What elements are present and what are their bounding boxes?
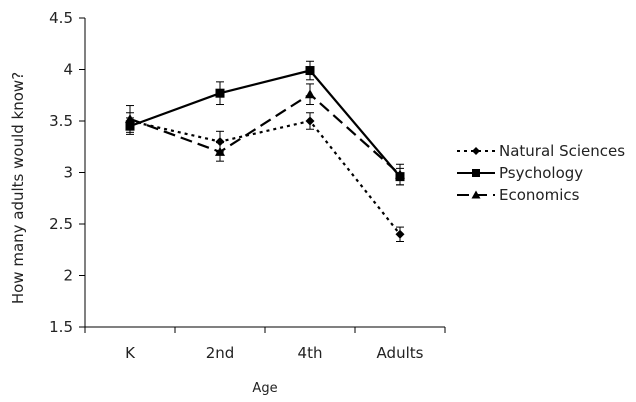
- legend-marker: [471, 190, 481, 199]
- legend-label: Psychology: [499, 164, 583, 182]
- y-tick-label: 4.5: [49, 9, 73, 27]
- legend-item: Natural Sciences: [457, 142, 625, 160]
- x-tick-label: 2nd: [206, 344, 235, 362]
- y-tick-label: 2: [63, 267, 73, 285]
- y-tick-label: 2.5: [49, 215, 73, 233]
- series-layer: [125, 60, 405, 243]
- y-tick-label: 4: [63, 61, 73, 79]
- y-tick-label: 1.5: [49, 318, 73, 336]
- axes: 1.5 2 2.5 3 3.5 4 4.5 K 2nd 4th Adults: [49, 9, 446, 362]
- data-point: [215, 137, 225, 147]
- series-line: [129, 69, 401, 178]
- data-point: [125, 121, 135, 131]
- data-point: [395, 172, 405, 182]
- series-psychology: [125, 60, 405, 186]
- x-tick-label: K: [125, 344, 136, 362]
- data-point: [395, 229, 405, 239]
- y-tick-label: 3.5: [49, 112, 73, 130]
- data-point: [305, 116, 315, 126]
- y-axis-title: How many adults would know?: [9, 72, 27, 304]
- legend-marker: [472, 169, 480, 177]
- legend-marker: [472, 147, 480, 155]
- data-point: [305, 66, 315, 76]
- x-axis-title: Age: [252, 381, 277, 396]
- y-tick-label: 3: [63, 164, 73, 182]
- data-point: [215, 88, 225, 98]
- series-line: [129, 119, 401, 235]
- legend-item: Economics: [457, 186, 580, 204]
- legend-item: Psychology: [457, 164, 583, 182]
- legend-label: Economics: [499, 186, 580, 204]
- legend: Natural Sciences Psychology Economics: [457, 142, 625, 204]
- data-point: [215, 146, 225, 156]
- x-tick-label: Adults: [377, 344, 424, 362]
- series-line: [129, 92, 401, 176]
- data-point: [305, 89, 315, 99]
- legend-label: Natural Sciences: [499, 142, 625, 160]
- x-tick-label: 4th: [298, 344, 323, 362]
